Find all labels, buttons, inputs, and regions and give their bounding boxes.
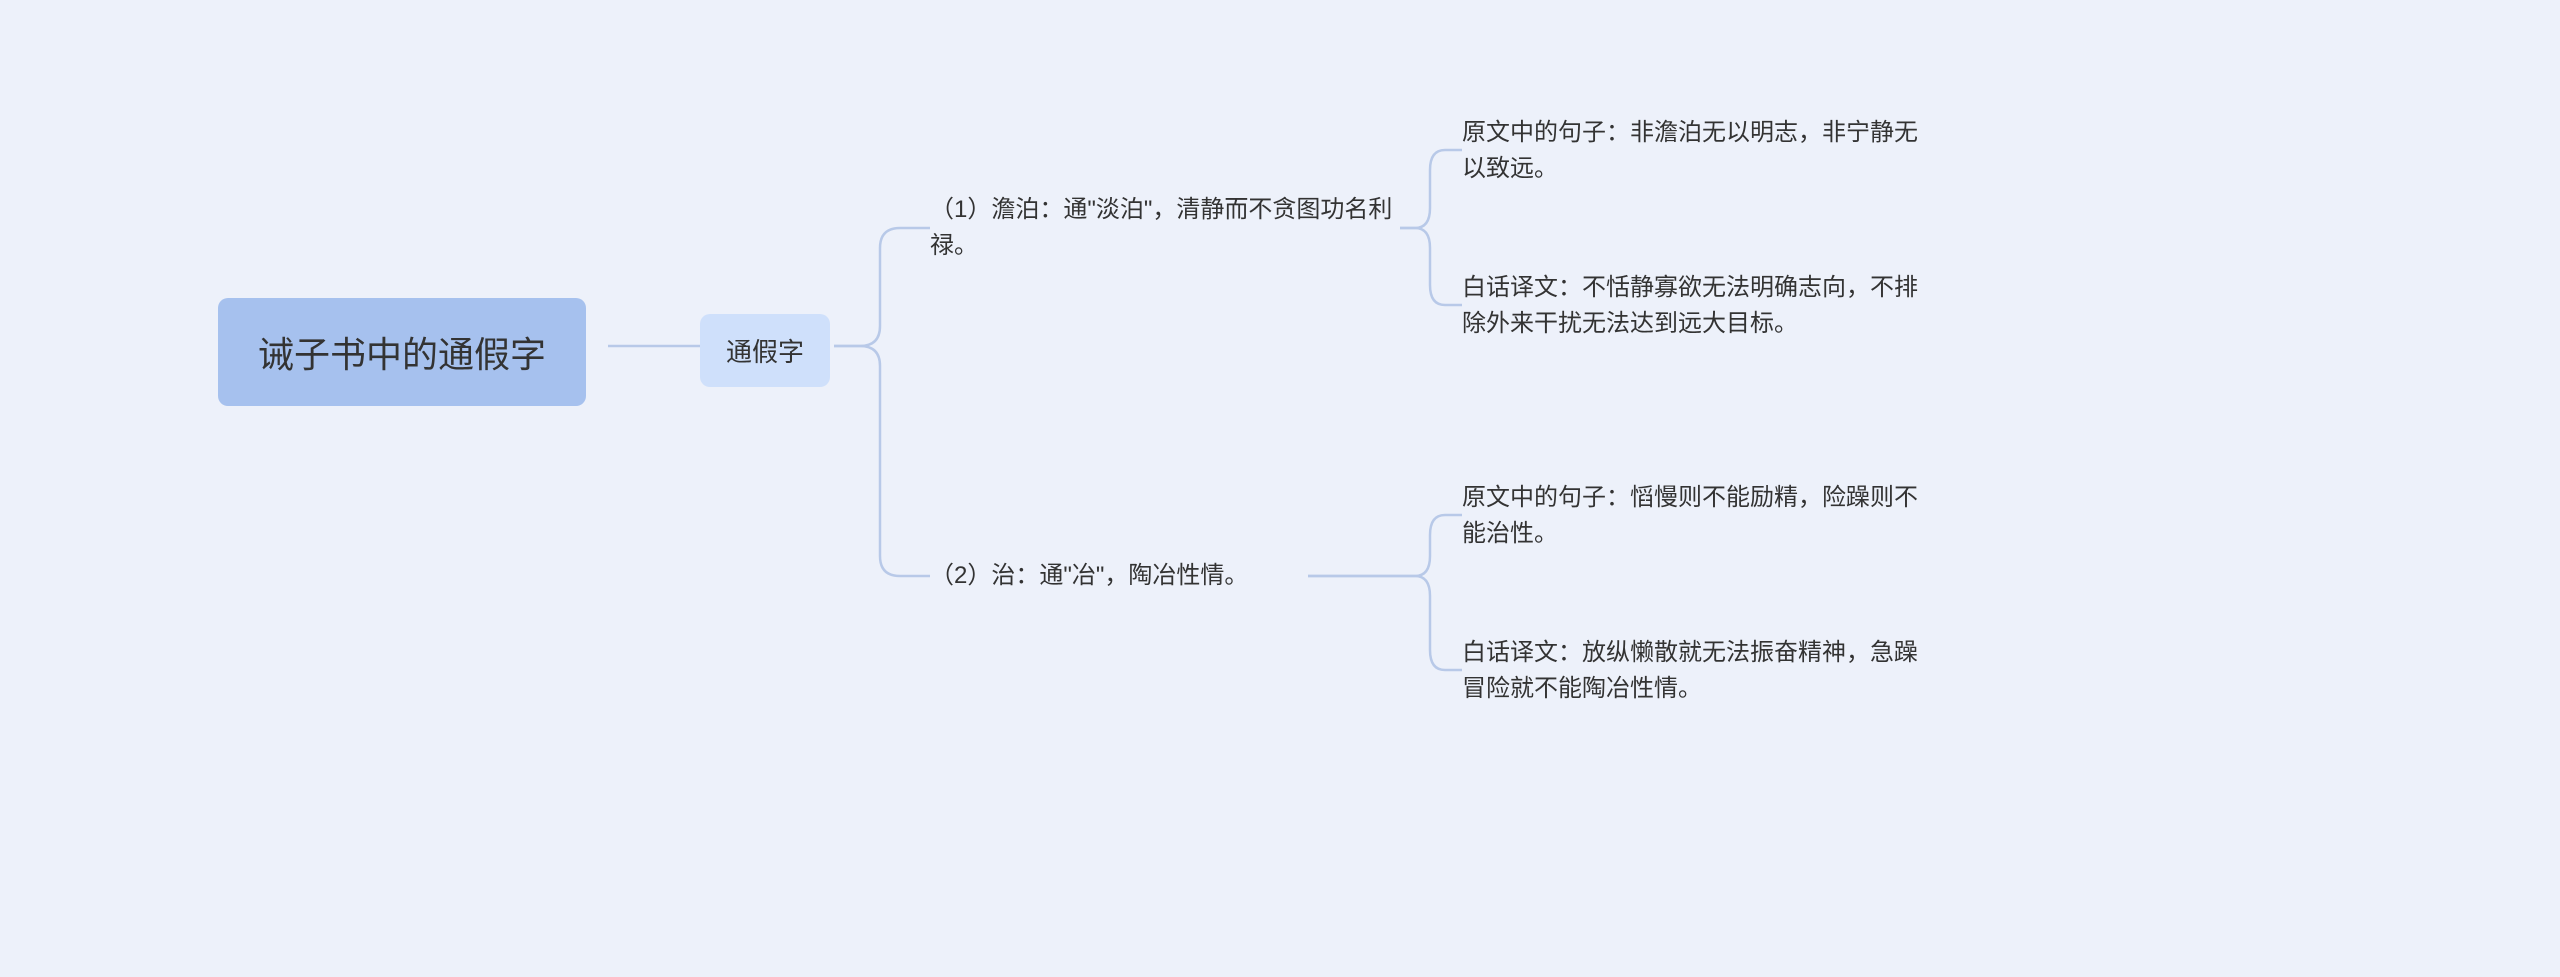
root-node[interactable]: 诫子书中的通假字 [218,298,586,406]
level3-node-1-1[interactable]: 白话译文：放纵懒散就无法振奋精神，急躁冒险就不能陶冶性情。 [1462,635,1932,707]
level3-label-0-1: 白话译文：不恬静寡欲无法明确志向，不排除外来干扰无法达到远大目标。 [1462,270,1932,342]
level2-node-1[interactable]: （2）治：通"冶"，陶冶性情。 [930,558,1248,594]
connector-l2-1-c0 [1308,515,1462,576]
level3-node-1-0[interactable]: 原文中的句子：慆慢则不能励精，险躁则不能治性。 [1462,480,1932,552]
root-label: 诫子书中的通假字 [258,326,546,378]
level1-node[interactable]: 通假字 [700,314,830,387]
connectors-svg [0,0,2560,977]
level2-label-1: （2）治：通"冶"，陶冶性情。 [930,558,1248,594]
level3-node-0-1[interactable]: 白话译文：不恬静寡欲无法明确志向，不排除外来干扰无法达到远大目标。 [1462,270,1932,342]
level3-label-1-0: 原文中的句子：慆慢则不能励精，险躁则不能治性。 [1462,480,1932,552]
connector-l2-0-c0 [1400,150,1462,228]
level2-label-0: （1）澹泊：通"淡泊"，清静而不贪图功名利禄。 [930,192,1400,264]
mindmap-container: 诫子书中的通假字 通假字 （1）澹泊：通"淡泊"，清静而不贪图功名利禄。 （2）… [0,0,2560,977]
level3-node-0-0[interactable]: 原文中的句子：非澹泊无以明志，非宁静无以致远。 [1462,115,1932,187]
level3-label-1-1: 白话译文：放纵懒散就无法振奋精神，急躁冒险就不能陶冶性情。 [1462,635,1932,707]
level3-label-0-0: 原文中的句子：非澹泊无以明志，非宁静无以致远。 [1462,115,1932,187]
connector-l2-0-c1 [1400,228,1462,305]
level1-label: 通假字 [726,332,804,369]
level2-node-0[interactable]: （1）澹泊：通"淡泊"，清静而不贪图功名利禄。 [930,192,1400,264]
connector-l1-l2-1 [834,346,930,576]
connector-l2-1-c1 [1308,576,1462,670]
connector-l1-l2-0 [834,228,930,346]
